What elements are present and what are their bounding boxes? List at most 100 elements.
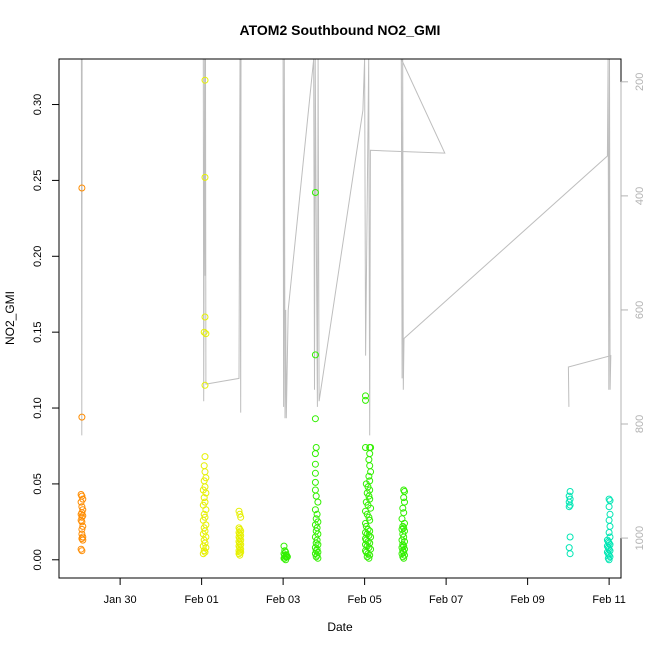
data-point bbox=[606, 522, 614, 530]
data-point bbox=[235, 507, 243, 515]
data-point bbox=[201, 468, 209, 476]
data-point bbox=[311, 460, 319, 468]
data-point bbox=[399, 504, 407, 512]
right-y-tick-label: 1000 bbox=[634, 526, 646, 550]
data-point bbox=[400, 494, 408, 502]
data-point bbox=[202, 330, 210, 338]
x-tick-label: Feb 07 bbox=[429, 594, 463, 606]
data-point bbox=[367, 504, 375, 512]
right-y-tick-label: 800 bbox=[634, 415, 646, 433]
data-point bbox=[566, 550, 574, 558]
data-point bbox=[566, 501, 574, 509]
data-point bbox=[401, 498, 408, 506]
data-point bbox=[78, 413, 86, 421]
right-y-tick-label: 600 bbox=[634, 301, 646, 319]
data-point bbox=[605, 495, 613, 503]
chart-title: ATOM2 Southbound NO2_GMI bbox=[240, 22, 441, 38]
data-point bbox=[201, 453, 209, 461]
data-point bbox=[605, 516, 613, 524]
data-point bbox=[78, 518, 86, 526]
y-tick-label: 0.20 bbox=[32, 246, 44, 267]
data-point bbox=[366, 450, 374, 458]
data-point bbox=[201, 381, 209, 389]
y-tick-label: 0.00 bbox=[32, 549, 44, 570]
data-point bbox=[313, 536, 321, 544]
pressure-trace-line bbox=[80, 58, 612, 436]
data-point bbox=[201, 548, 209, 556]
data-point bbox=[237, 532, 245, 539]
data-point bbox=[78, 184, 86, 192]
data-point bbox=[314, 498, 322, 506]
data-point bbox=[566, 533, 574, 541]
data-point bbox=[77, 498, 85, 506]
data-point bbox=[200, 494, 208, 502]
data-point bbox=[78, 513, 86, 521]
data-point bbox=[362, 396, 369, 404]
x-axis-title: Date bbox=[327, 620, 353, 634]
data-point bbox=[311, 506, 319, 514]
data-point bbox=[280, 542, 288, 550]
data-point bbox=[312, 553, 320, 561]
data-point bbox=[565, 544, 573, 552]
data-point bbox=[400, 509, 408, 517]
data-point bbox=[365, 554, 373, 562]
data-point bbox=[565, 498, 573, 506]
data-point bbox=[237, 548, 245, 556]
data-point bbox=[201, 313, 209, 321]
y-axis: 0.00 0.05 0.10 0.15 0.20 0.25 0.30 bbox=[32, 94, 60, 571]
data-point bbox=[79, 533, 87, 541]
data-point bbox=[236, 551, 244, 559]
data-point bbox=[311, 450, 319, 458]
data-point bbox=[311, 478, 319, 486]
x-tick-label: Feb 05 bbox=[347, 594, 381, 606]
x-tick-label: Feb 01 bbox=[184, 594, 218, 606]
data-point bbox=[199, 550, 207, 558]
data-point bbox=[201, 173, 209, 181]
data-point bbox=[362, 444, 369, 451]
data-point bbox=[237, 513, 245, 521]
x-tick-label: Feb 03 bbox=[266, 594, 300, 606]
x-tick-label: Feb 09 bbox=[510, 594, 544, 606]
data-point bbox=[311, 351, 319, 359]
x-tick-label: Feb 11 bbox=[592, 594, 625, 606]
data-point bbox=[200, 462, 208, 470]
data-point bbox=[367, 468, 375, 476]
data-point bbox=[365, 492, 373, 500]
y-tick-label: 0.10 bbox=[32, 397, 44, 418]
data-point bbox=[365, 513, 373, 521]
data-point bbox=[362, 519, 369, 527]
data-point bbox=[365, 472, 373, 480]
data-point bbox=[312, 492, 320, 500]
data-point bbox=[311, 415, 319, 423]
data-point bbox=[312, 444, 320, 451]
data-point bbox=[399, 553, 407, 561]
data-point bbox=[364, 550, 372, 558]
data-point bbox=[79, 536, 87, 544]
y-tick-label: 0.15 bbox=[32, 321, 44, 342]
data-point bbox=[366, 462, 374, 470]
data-point bbox=[399, 522, 407, 530]
data-point bbox=[202, 489, 210, 497]
right-y-axis: 200 400 600 800 1000 bbox=[620, 73, 646, 550]
right-y-tick-label: 400 bbox=[634, 187, 646, 205]
right-y-tick-label: 200 bbox=[634, 73, 646, 91]
data-point bbox=[79, 522, 87, 530]
data-point bbox=[78, 525, 86, 533]
data-point bbox=[311, 189, 319, 196]
pressure-trace-layer bbox=[80, 58, 612, 436]
data-point bbox=[200, 328, 208, 336]
y-tick-label: 0.25 bbox=[32, 170, 44, 191]
data-point bbox=[363, 553, 371, 561]
data-point bbox=[283, 553, 291, 561]
data-point bbox=[362, 392, 369, 400]
data-point bbox=[606, 510, 614, 518]
data-point bbox=[237, 541, 245, 549]
data-point bbox=[78, 547, 86, 555]
y-tick-label: 0.05 bbox=[32, 473, 44, 494]
data-point bbox=[565, 503, 573, 511]
y-axis-title: NO2_GMI bbox=[3, 291, 17, 345]
data-point bbox=[605, 503, 613, 511]
data-point bbox=[236, 510, 244, 518]
